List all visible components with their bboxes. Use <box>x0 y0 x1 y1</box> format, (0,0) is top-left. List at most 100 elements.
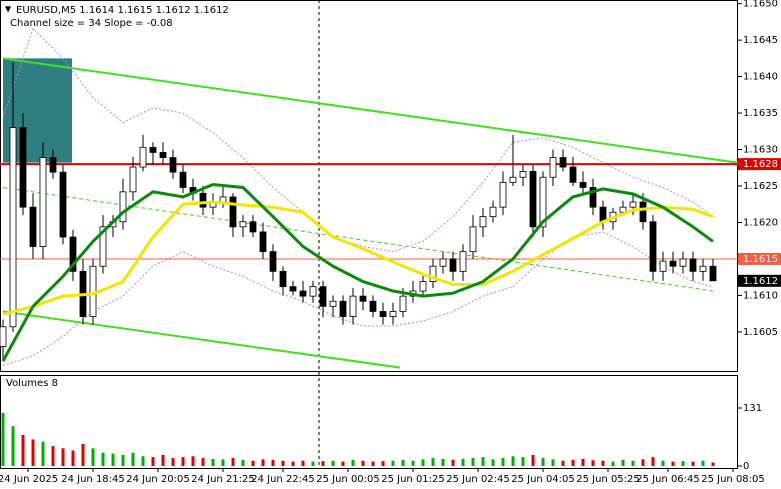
y-tick-label: 1.1610 <box>743 290 778 301</box>
volume-bar <box>231 458 235 466</box>
volume-bar <box>451 459 455 466</box>
candle-body <box>49 157 57 173</box>
candle-body <box>0 326 7 347</box>
volume-bar <box>541 458 545 466</box>
volume-bar <box>371 461 375 466</box>
candle-body <box>219 196 227 203</box>
menu-icon[interactable]: ▼ <box>5 5 12 14</box>
candle-body <box>519 171 527 178</box>
volume-bar <box>281 460 285 466</box>
candle-body <box>9 127 17 328</box>
volume-bar <box>261 459 265 466</box>
volume-bar <box>681 461 685 466</box>
candle-body <box>199 192 207 208</box>
candle-body <box>579 181 587 188</box>
x-tick-label: 24 Jun 20:05 <box>126 474 190 485</box>
candle-body <box>669 260 677 267</box>
volume-bar <box>41 441 45 466</box>
candle-body <box>509 176 517 183</box>
candle-body <box>469 226 477 253</box>
x-tick-label: 24 Jun 22:45 <box>251 474 315 485</box>
volume-bar <box>71 450 75 466</box>
volume-bar <box>51 446 55 466</box>
volume-bar <box>131 452 135 466</box>
volume-bar <box>91 448 95 466</box>
volume-bar <box>401 459 405 466</box>
volume-bar <box>661 460 665 466</box>
x-tick-label: 25 Jun 02:45 <box>446 474 510 485</box>
volume-bar <box>321 461 325 466</box>
volume-bar <box>641 459 645 466</box>
y-tick-label: 1.1635 <box>743 108 778 119</box>
volume-bar <box>31 439 35 466</box>
candle-body <box>589 187 597 208</box>
volume-bar <box>81 443 85 466</box>
volume-tick-label: 131 <box>743 403 762 414</box>
plot-area <box>0 0 739 468</box>
y-tick-label: 1.1640 <box>743 72 778 83</box>
channel-line <box>2 310 401 369</box>
volume-bar <box>711 462 715 466</box>
candle-body <box>399 295 407 312</box>
candle-body <box>539 176 547 228</box>
y-tick-label: 1.1625 <box>743 181 778 192</box>
candle-body <box>629 201 637 208</box>
channel-line <box>2 57 739 164</box>
band-lower <box>2 231 714 366</box>
volume-bar <box>411 460 415 466</box>
volume-label: Volumes 8 <box>6 378 58 389</box>
candle-body <box>69 236 77 272</box>
y-tick-label: 1.1630 <box>743 145 778 156</box>
price-level-label: 1.1615 <box>743 254 778 265</box>
candle-body <box>479 216 487 228</box>
candle-body <box>419 281 427 292</box>
x-tick-label: 25 Jun 01:25 <box>381 474 445 485</box>
volume-bar <box>601 460 605 466</box>
candle-body <box>429 265 437 282</box>
price-level-box <box>738 252 781 265</box>
candle-body <box>39 157 47 247</box>
volume-bar <box>341 461 345 466</box>
y-tick-label: 1.1645 <box>743 35 778 46</box>
candle-body <box>339 300 347 317</box>
volume-bar <box>361 460 365 466</box>
y-tick-label: 1.1620 <box>743 217 778 228</box>
candle-body <box>689 258 697 272</box>
volume-bar <box>691 461 695 466</box>
volume-bar <box>111 453 115 466</box>
candle-body <box>359 295 367 302</box>
volume-bar <box>701 460 705 466</box>
volume-bar <box>11 426 15 466</box>
volume-bar <box>621 459 625 466</box>
price-level-label: 1.1628 <box>743 159 778 170</box>
candle-body <box>119 191 127 223</box>
volume-bar <box>531 454 535 466</box>
volume-bar <box>611 461 615 466</box>
candle-body <box>679 258 687 267</box>
y-tick-label: 1.1605 <box>743 327 778 338</box>
volume-bar <box>581 458 585 466</box>
volume-bar <box>491 459 495 466</box>
candle-body <box>19 127 27 208</box>
volume-bar <box>421 459 425 466</box>
candle-body <box>619 206 627 213</box>
candle-body <box>159 152 167 158</box>
candle-body <box>499 181 507 208</box>
candle-body <box>169 157 177 173</box>
candle-body <box>129 166 137 193</box>
volume-bar <box>481 457 485 466</box>
volume-bar <box>161 454 165 466</box>
moving-average <box>2 200 714 316</box>
x-tick-label: 25 Jun 05:25 <box>576 474 640 485</box>
volume-bar <box>591 460 595 466</box>
x-tick-label: 24 Jun 18:45 <box>61 474 125 485</box>
volume-bar <box>461 458 465 466</box>
volume-bar <box>201 458 205 466</box>
candle-body <box>459 251 467 272</box>
volume-bar <box>511 456 515 466</box>
candle-body <box>349 295 357 317</box>
candle-body <box>549 157 557 178</box>
volume-bar <box>191 456 195 466</box>
